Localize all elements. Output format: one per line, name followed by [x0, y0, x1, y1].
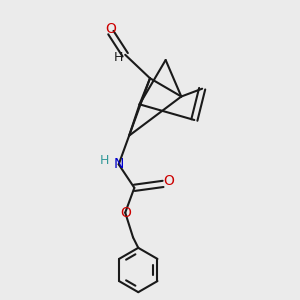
Text: O: O [105, 22, 116, 36]
Text: O: O [163, 174, 174, 188]
Text: H: H [114, 51, 123, 64]
Text: O: O [120, 206, 131, 220]
Text: H: H [100, 154, 109, 167]
Text: N: N [113, 157, 124, 171]
